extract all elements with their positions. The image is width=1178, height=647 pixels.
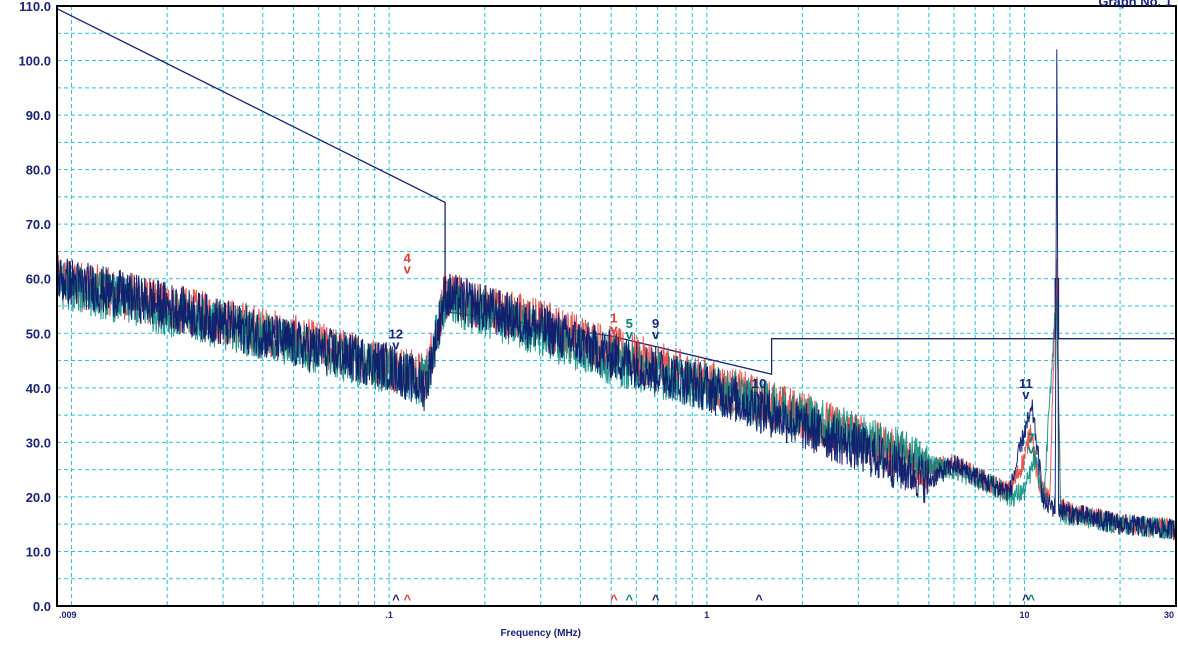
y-tick-label: 30.0 — [26, 435, 51, 450]
marker-base-caret: ^ — [1027, 592, 1035, 607]
x-tick-label: .1 — [385, 610, 393, 620]
y-tick-label: 40.0 — [26, 381, 51, 396]
marker-arrow: v — [652, 327, 660, 342]
marker-label: 1 — [610, 310, 617, 325]
y-tick-label: 70.0 — [26, 217, 51, 232]
marker-base-caret: ^ — [625, 592, 633, 607]
y-tick-label: 10.0 — [26, 544, 51, 559]
marker-label: 9 — [652, 316, 659, 331]
marker-arrow: v — [626, 327, 634, 342]
y-tick-label: 50.0 — [26, 326, 51, 341]
plot-frame — [56, 5, 1177, 607]
marker-group: 4v^12v^1v^5v^9v^10v^11v^7v^ — [389, 250, 1036, 607]
marker-label: 11 — [1019, 376, 1033, 391]
graph-number: Graph No. 1 — [1098, 0, 1172, 9]
marker-base-caret: ^ — [610, 592, 618, 607]
marker-label: 12 — [389, 327, 403, 342]
x-tick-label: .009 — [59, 610, 77, 620]
marker-arrow: v — [1028, 441, 1036, 456]
marker-arrow: v — [1022, 387, 1030, 402]
x-axis-title: Frequency (MHz) — [500, 628, 581, 639]
y-tick-label: 100.0 — [18, 54, 51, 69]
y-tick-label: 80.0 — [26, 163, 51, 178]
y-tick-label: 110.0 — [19, 0, 51, 14]
marker-base-caret: ^ — [652, 592, 660, 607]
marker-base-caret: ^ — [403, 592, 411, 607]
x-tick-label: 30 — [1164, 610, 1174, 620]
marker-arrow: v — [404, 261, 412, 276]
x-axis-ticks: .009 .1 1 10 30 — [59, 610, 1174, 620]
y-tick-label: 60.0 — [26, 272, 51, 287]
marker-arrow: v — [755, 387, 763, 402]
marker-base-caret: ^ — [392, 592, 400, 607]
series-trace-3 — [56, 49, 1177, 541]
marker-base-caret: ^ — [755, 592, 763, 607]
y-tick-label: 90.0 — [26, 108, 51, 123]
marker-label: 7 — [1028, 430, 1035, 445]
y-tick-label: 20.0 — [26, 490, 51, 505]
series-group — [56, 8, 1177, 542]
marker-base-caret: ^ — [1022, 592, 1030, 607]
y-tick-label: 0.0 — [33, 599, 51, 614]
x-tick-label: 1 — [704, 610, 709, 620]
marker-arrow: v — [392, 338, 400, 353]
y-axis-ticks: 0.0 10.0 20.0 30.0 40.0 50.0 60.0 70.0 80.0 90.0 1… — [18, 0, 51, 614]
marker-label: 4 — [404, 250, 412, 265]
marker-arrow: v — [610, 321, 618, 336]
marker-label: 5 — [626, 316, 633, 331]
marker-label: 10 — [752, 376, 766, 391]
x-tick-label: 10 — [1019, 610, 1029, 620]
